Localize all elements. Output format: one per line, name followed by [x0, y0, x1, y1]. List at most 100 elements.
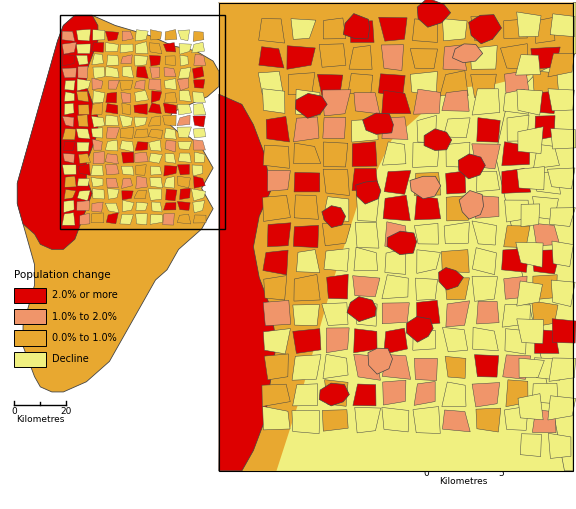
Polygon shape	[517, 89, 543, 115]
Polygon shape	[63, 141, 75, 151]
Polygon shape	[517, 166, 544, 190]
Polygon shape	[475, 195, 499, 218]
Bar	[14, 330, 46, 346]
Polygon shape	[517, 12, 541, 37]
Polygon shape	[77, 92, 89, 102]
Polygon shape	[164, 177, 174, 188]
Polygon shape	[151, 166, 162, 175]
Polygon shape	[165, 93, 177, 103]
Polygon shape	[472, 89, 500, 115]
Polygon shape	[521, 204, 540, 227]
Polygon shape	[177, 164, 190, 175]
Polygon shape	[178, 142, 192, 150]
Polygon shape	[164, 128, 176, 139]
Polygon shape	[150, 214, 162, 224]
Polygon shape	[505, 329, 526, 354]
Polygon shape	[106, 213, 119, 224]
Polygon shape	[121, 92, 131, 103]
Polygon shape	[120, 127, 134, 138]
Polygon shape	[414, 89, 441, 114]
Polygon shape	[407, 317, 433, 342]
Polygon shape	[134, 129, 148, 138]
Polygon shape	[122, 191, 133, 200]
Polygon shape	[532, 172, 560, 194]
Polygon shape	[106, 103, 118, 114]
Polygon shape	[378, 17, 407, 41]
Polygon shape	[414, 381, 435, 405]
Polygon shape	[414, 223, 438, 244]
Polygon shape	[164, 203, 176, 210]
Polygon shape	[363, 113, 393, 134]
Polygon shape	[502, 248, 529, 272]
Polygon shape	[120, 214, 134, 224]
Polygon shape	[445, 356, 466, 378]
Polygon shape	[92, 128, 103, 138]
Polygon shape	[62, 54, 74, 66]
Polygon shape	[192, 165, 203, 176]
Polygon shape	[476, 171, 499, 191]
Polygon shape	[326, 328, 349, 353]
Polygon shape	[266, 117, 290, 142]
Polygon shape	[150, 30, 162, 40]
Polygon shape	[105, 31, 119, 41]
Polygon shape	[354, 247, 378, 271]
Polygon shape	[410, 176, 441, 199]
Polygon shape	[357, 194, 379, 221]
Polygon shape	[323, 142, 348, 167]
Polygon shape	[293, 384, 317, 406]
Polygon shape	[350, 21, 374, 42]
Polygon shape	[136, 176, 147, 188]
Polygon shape	[354, 354, 380, 380]
Polygon shape	[531, 47, 560, 69]
Polygon shape	[547, 168, 575, 189]
Polygon shape	[327, 274, 348, 299]
Polygon shape	[149, 153, 162, 163]
Polygon shape	[439, 268, 464, 290]
Polygon shape	[382, 380, 406, 405]
Polygon shape	[323, 410, 348, 431]
Polygon shape	[287, 46, 315, 69]
Polygon shape	[548, 395, 575, 420]
Polygon shape	[293, 329, 321, 353]
Polygon shape	[78, 179, 89, 186]
Polygon shape	[322, 303, 348, 326]
Polygon shape	[105, 203, 119, 213]
Polygon shape	[413, 407, 440, 434]
Polygon shape	[533, 71, 559, 97]
Polygon shape	[258, 71, 284, 97]
Polygon shape	[194, 128, 206, 137]
Polygon shape	[149, 43, 162, 54]
Polygon shape	[517, 281, 543, 306]
Polygon shape	[92, 202, 103, 212]
Polygon shape	[164, 103, 177, 114]
Polygon shape	[502, 142, 530, 165]
Polygon shape	[382, 303, 410, 324]
Polygon shape	[383, 195, 410, 221]
Polygon shape	[92, 42, 104, 52]
Polygon shape	[135, 152, 148, 162]
Polygon shape	[17, 15, 98, 249]
Polygon shape	[415, 196, 441, 220]
Polygon shape	[179, 67, 191, 78]
Polygon shape	[322, 90, 351, 116]
Polygon shape	[503, 225, 530, 247]
Polygon shape	[105, 164, 119, 175]
Polygon shape	[134, 104, 147, 115]
Polygon shape	[518, 127, 543, 154]
Polygon shape	[122, 166, 134, 175]
Polygon shape	[410, 49, 438, 69]
Polygon shape	[120, 80, 133, 90]
Polygon shape	[105, 67, 119, 78]
Text: 0: 0	[423, 469, 429, 478]
Polygon shape	[411, 71, 437, 96]
Text: Population change: Population change	[14, 270, 111, 280]
Polygon shape	[293, 304, 320, 326]
Text: 1.0% to 2.0%: 1.0% to 2.0%	[52, 312, 117, 322]
Polygon shape	[444, 222, 469, 243]
Polygon shape	[135, 30, 148, 41]
Polygon shape	[532, 301, 558, 327]
Polygon shape	[136, 165, 146, 175]
Polygon shape	[532, 383, 558, 404]
Polygon shape	[378, 74, 405, 97]
Polygon shape	[294, 195, 319, 219]
